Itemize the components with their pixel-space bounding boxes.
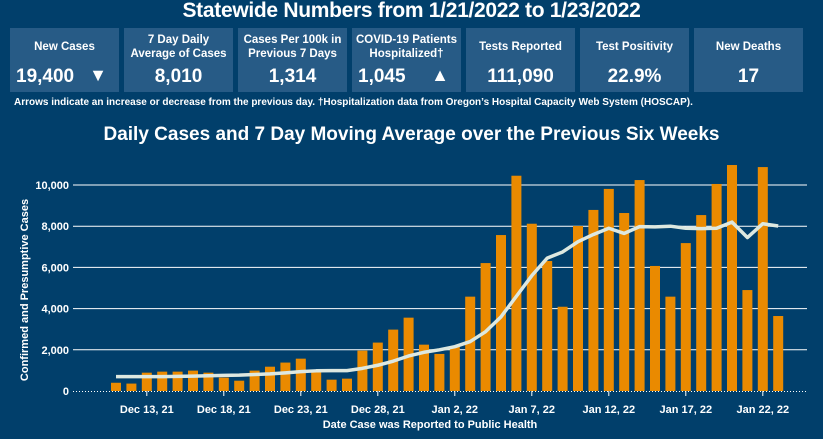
card-value: 1,045: [358, 66, 406, 87]
up-triangle-icon: ▲: [431, 65, 449, 85]
down-triangle-icon: ▼: [89, 65, 107, 85]
bar: [141, 372, 152, 391]
bar: [172, 371, 183, 391]
bar: [557, 306, 568, 391]
x-tick-label: Jan 2, 22: [432, 404, 478, 416]
y-tick-label: 0: [63, 386, 69, 398]
bar: [295, 358, 306, 391]
card-tests-reported: Tests Reported 111,090: [466, 28, 575, 92]
bar: [727, 165, 737, 391]
bar: [188, 370, 198, 391]
bar: [711, 183, 722, 391]
card-test-positivity: Test Positivity 22.9%: [580, 28, 689, 92]
bar: [742, 290, 753, 391]
card-7-day-average: 7 Day Daily Average of Cases 8,010: [124, 28, 233, 92]
bar: [265, 366, 275, 391]
y-axis-label: Confirmed and Presumptive Cases: [19, 199, 31, 381]
bar: [157, 371, 168, 391]
card-value: 1,314: [268, 66, 317, 87]
bar: [249, 370, 260, 391]
moving-average-line: [116, 220, 779, 379]
y-tick-label: 8,000: [41, 221, 69, 233]
x-tick-label: Jan 12, 22: [583, 404, 636, 416]
x-tick-label: Jan 7, 22: [509, 404, 555, 416]
bar: [419, 344, 429, 391]
bar: [465, 296, 476, 391]
page-title: Statewide Numbers from 1/21/2022 to 1/23…: [182, 0, 641, 22]
card-label: New Deaths: [715, 41, 782, 53]
y-tick-label: 10,000: [35, 180, 69, 192]
card-new-cases: New Cases 19,400 ▼: [10, 28, 119, 92]
y-tick-label: 6,000: [41, 262, 69, 274]
x-tick-label: Dec 28, 21: [351, 404, 405, 416]
bar: [342, 378, 352, 391]
bar: [449, 346, 460, 391]
bar: [203, 372, 214, 391]
bar: [650, 265, 660, 391]
x-tick-label: Dec 13, 21: [120, 404, 174, 416]
summary-cards: New Cases 19,400 ▼ 7 Day Daily Average o…: [10, 28, 803, 92]
x-tick-label: Dec 18, 21: [197, 404, 251, 416]
bar: [573, 225, 583, 391]
bar: [526, 223, 537, 391]
card-label: New Cases: [34, 41, 95, 53]
y-tick-label: 4,000: [41, 304, 69, 316]
x-axis-label: Date Case was Reported to Public Health: [323, 419, 538, 431]
bar: [634, 180, 645, 391]
card-label: Cases Per 100k in Previous 7 Days: [243, 34, 342, 60]
bar: [542, 261, 553, 391]
card-value: 8,010: [154, 66, 203, 87]
footnote: Arrows indicate an increase or decrease …: [14, 97, 693, 108]
card-hospitalized: COVID-19 Patients Hospitalized† 1,045 ▲: [352, 28, 461, 92]
card-label: COVID-19 Patients Hospitalized†: [356, 34, 457, 60]
bar: [603, 188, 614, 391]
card-value: 111,090: [487, 66, 554, 87]
bar: [218, 377, 229, 391]
bar: [234, 380, 245, 391]
bar: [680, 243, 691, 391]
bar: [311, 370, 322, 391]
bar: [280, 362, 291, 391]
card-label: Tests Reported: [479, 41, 562, 53]
bar: [773, 316, 784, 391]
chart-title: Daily Cases and 7 Day Moving Average ove…: [103, 124, 720, 145]
card-value: 22.9%: [607, 66, 662, 87]
y-tick-label: 2,000: [41, 345, 69, 357]
bar: [511, 175, 522, 391]
bar: [665, 296, 676, 391]
bar: [496, 235, 506, 391]
bar: [326, 379, 337, 391]
card-value: 19,400: [16, 66, 75, 87]
bar: [434, 353, 445, 391]
card-label: 7 Day Daily Average of Cases: [130, 34, 227, 60]
bar: [111, 382, 121, 391]
card-cases-per-100k: Cases Per 100k in Previous 7 Days 1,314: [238, 28, 347, 92]
x-tick-label: Jan 17, 22: [660, 404, 713, 416]
card-value: 17: [737, 66, 760, 87]
x-tick-label: Dec 23, 21: [274, 404, 328, 416]
bar: [757, 167, 768, 391]
bar: [357, 350, 368, 391]
card-label: Test Positivity: [595, 41, 674, 53]
bar: [588, 209, 599, 391]
bar: [619, 213, 630, 391]
bar: [696, 215, 707, 391]
card-new-deaths: New Deaths 17: [694, 28, 803, 92]
bar: [480, 263, 491, 391]
bar: [126, 383, 137, 391]
x-tick-label: Jan 22, 22: [737, 404, 790, 416]
